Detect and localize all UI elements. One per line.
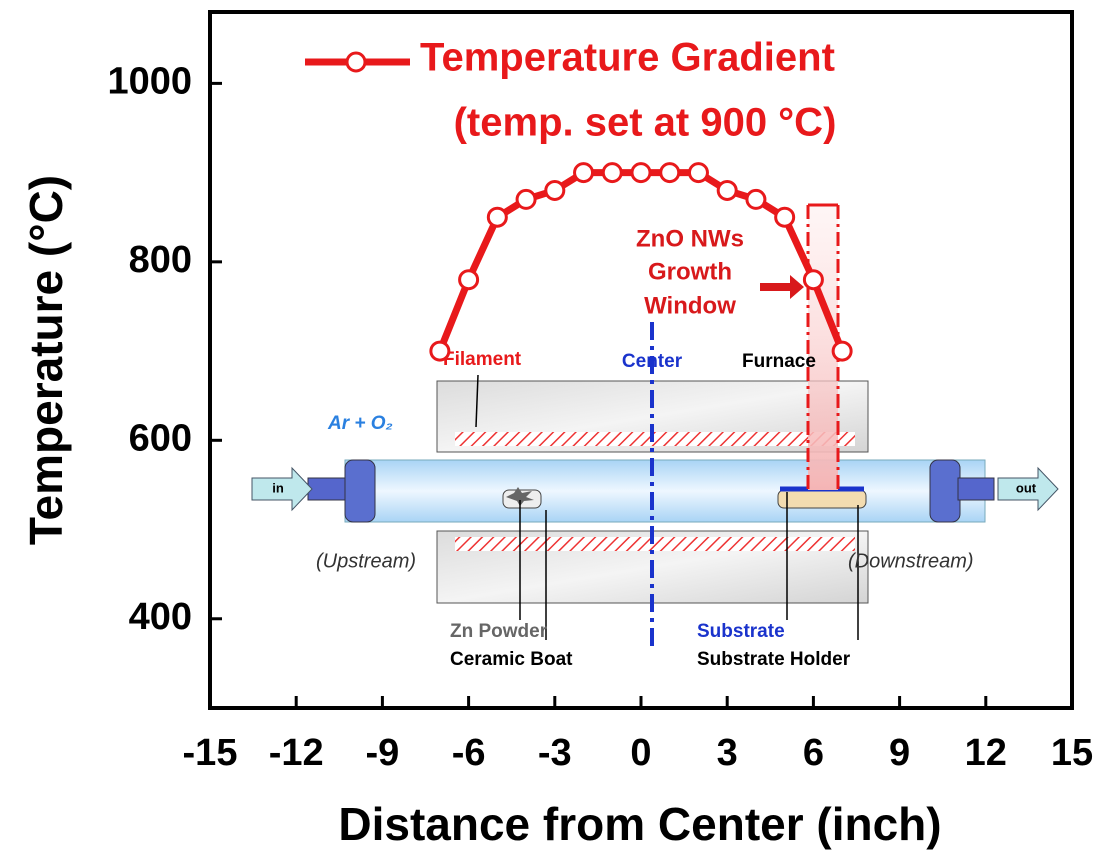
data-point bbox=[630, 162, 652, 184]
y-axis-title: Temperature (°C) bbox=[20, 175, 72, 545]
x-tick-label: 15 bbox=[1051, 732, 1093, 774]
window-arrow bbox=[760, 275, 804, 299]
data-point bbox=[831, 340, 853, 362]
legend-marker bbox=[345, 51, 367, 73]
diagram-label: Zn Powder bbox=[450, 621, 548, 642]
x-tick-label: 9 bbox=[889, 732, 910, 774]
annotation: (temp. set at 900 °C) bbox=[454, 101, 837, 145]
diagram-label: out bbox=[1016, 480, 1037, 495]
x-tick-label: 0 bbox=[630, 732, 651, 774]
legend-label: Temperature Gradient bbox=[420, 36, 835, 80]
x-tick-label: -15 bbox=[183, 732, 238, 774]
data-point bbox=[716, 179, 738, 201]
diagram-label: Filament bbox=[443, 349, 522, 370]
diagram-label: in bbox=[272, 480, 284, 495]
y-tick-label: 400 bbox=[129, 596, 192, 638]
annotation: ZnO NWs bbox=[636, 225, 744, 252]
x-tick-label: -6 bbox=[452, 732, 486, 774]
diagram-label: (Upstream) bbox=[316, 550, 416, 572]
data-point bbox=[573, 162, 595, 184]
x-tick-label: -12 bbox=[269, 732, 324, 774]
inlet-arrow bbox=[251, 466, 313, 512]
data-point bbox=[515, 188, 537, 210]
substrate-holder bbox=[777, 489, 867, 509]
filament-bottom bbox=[455, 537, 855, 551]
data-point bbox=[802, 269, 824, 291]
data-point bbox=[601, 162, 623, 184]
data-point bbox=[659, 162, 681, 184]
furnace-diagram: Filament Center Furnace Ar + O₂ (Upstrea… bbox=[251, 203, 1059, 670]
annotation: Growth bbox=[648, 258, 732, 285]
series-line bbox=[436, 169, 846, 353]
zn-powder bbox=[506, 487, 534, 506]
data-point bbox=[486, 206, 508, 228]
tube bbox=[344, 459, 986, 523]
x-tick-label: 6 bbox=[803, 732, 824, 774]
y-tick-label: 800 bbox=[129, 239, 192, 281]
data-point bbox=[458, 269, 480, 291]
outlet-cap bbox=[929, 459, 961, 523]
data-point bbox=[745, 188, 767, 210]
x-tick-label: -3 bbox=[538, 732, 572, 774]
diagram-label: Center bbox=[622, 351, 683, 372]
data-point bbox=[774, 206, 796, 228]
outlet-fitting bbox=[957, 477, 995, 501]
diagram-label: Substrate bbox=[697, 621, 785, 642]
annotation: Window bbox=[644, 292, 736, 319]
inlet-fitting bbox=[307, 477, 349, 501]
diagram-label: (Downstream) bbox=[848, 550, 974, 572]
outlet-arrow bbox=[997, 466, 1059, 512]
diagram-label: Ceramic Boat bbox=[450, 649, 573, 670]
diagram-label: Substrate Holder bbox=[697, 649, 851, 670]
x-tick-label: -9 bbox=[366, 732, 400, 774]
leader bbox=[475, 374, 479, 428]
x-tick-label: 3 bbox=[717, 732, 738, 774]
data-point bbox=[429, 340, 451, 362]
data-point bbox=[544, 179, 566, 201]
diagram-label: Furnace bbox=[742, 351, 816, 372]
inlet-cap bbox=[344, 459, 376, 523]
y-tick-label: 600 bbox=[129, 417, 192, 459]
data-point bbox=[687, 162, 709, 184]
diagram-label: Ar + O₂ bbox=[327, 413, 393, 434]
x-tick-label: 12 bbox=[965, 732, 1007, 774]
x-axis-title: Distance from Center (inch) bbox=[338, 798, 941, 850]
y-tick-label: 1000 bbox=[107, 60, 192, 102]
filament-top bbox=[455, 432, 855, 446]
